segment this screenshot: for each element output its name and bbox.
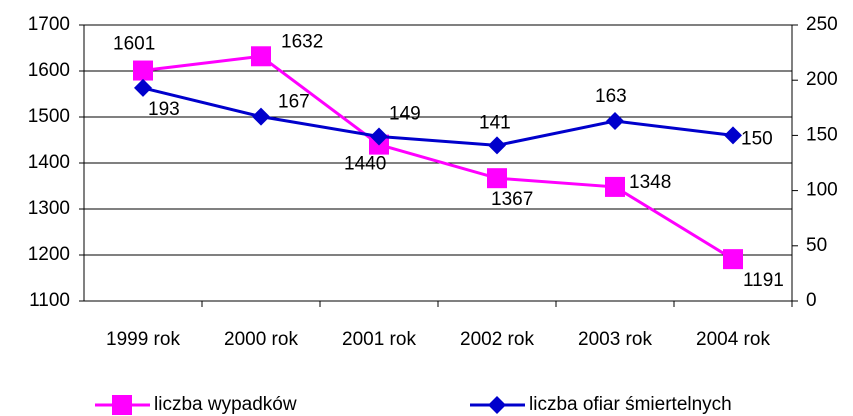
point — [724, 126, 742, 145]
y2-tick-label: 250 — [806, 14, 838, 35]
legend-label: liczba ofiar śmiertelnych — [529, 394, 732, 415]
y-tick-label: 1400 — [28, 152, 70, 173]
y-tick-label: 1100 — [29, 290, 70, 311]
y2-tick-label: 100 — [806, 180, 838, 201]
point — [252, 107, 270, 126]
data-label: 150 — [741, 128, 773, 149]
x-tick-label: 2001 rok — [342, 329, 416, 350]
data-label: 193 — [148, 99, 180, 120]
point — [370, 127, 388, 146]
data-label: 1348 — [629, 172, 671, 193]
line — [142, 86, 734, 147]
y2-tick-label: 150 — [806, 124, 838, 145]
point — [133, 60, 153, 81]
y-tick-label: 1300 — [28, 198, 70, 219]
x-tick-label: 2000 rok — [224, 329, 298, 350]
y-tick-label: 1500 — [28, 106, 70, 127]
data-label: 167 — [278, 92, 310, 113]
data-label: 163 — [595, 86, 627, 107]
x-tick-label: 2003 rok — [578, 329, 652, 350]
point — [134, 78, 152, 97]
point — [605, 176, 625, 197]
data-label: 1367 — [491, 189, 533, 210]
data-label: 149 — [389, 104, 421, 125]
data-label: 1191 — [743, 270, 784, 291]
point — [251, 46, 271, 67]
x-tick-label: 1999 rok — [106, 329, 180, 350]
y-tick-label: 1700 — [28, 14, 70, 35]
y-tick-label: 1600 — [28, 60, 70, 81]
data-label: 1601 — [113, 34, 155, 55]
x-tick-label: 2002 rok — [460, 329, 534, 350]
data-label: 1440 — [344, 154, 386, 175]
legend-label: liczba wypadków — [154, 394, 297, 415]
y2-tick-label: 50 — [806, 235, 827, 256]
line — [142, 54, 734, 261]
point — [487, 168, 507, 189]
y-tick-label: 1200 — [28, 244, 70, 265]
point — [112, 395, 132, 415]
point — [606, 112, 624, 131]
y2-tick-label: 200 — [806, 69, 838, 90]
point — [723, 249, 743, 270]
point — [488, 136, 506, 155]
x-tick-label: 2004 rok — [696, 329, 770, 350]
data-label: 141 — [479, 112, 511, 133]
y2-tick-label: 0 — [806, 290, 817, 311]
point — [488, 396, 506, 414]
data-label: 1632 — [281, 31, 323, 52]
